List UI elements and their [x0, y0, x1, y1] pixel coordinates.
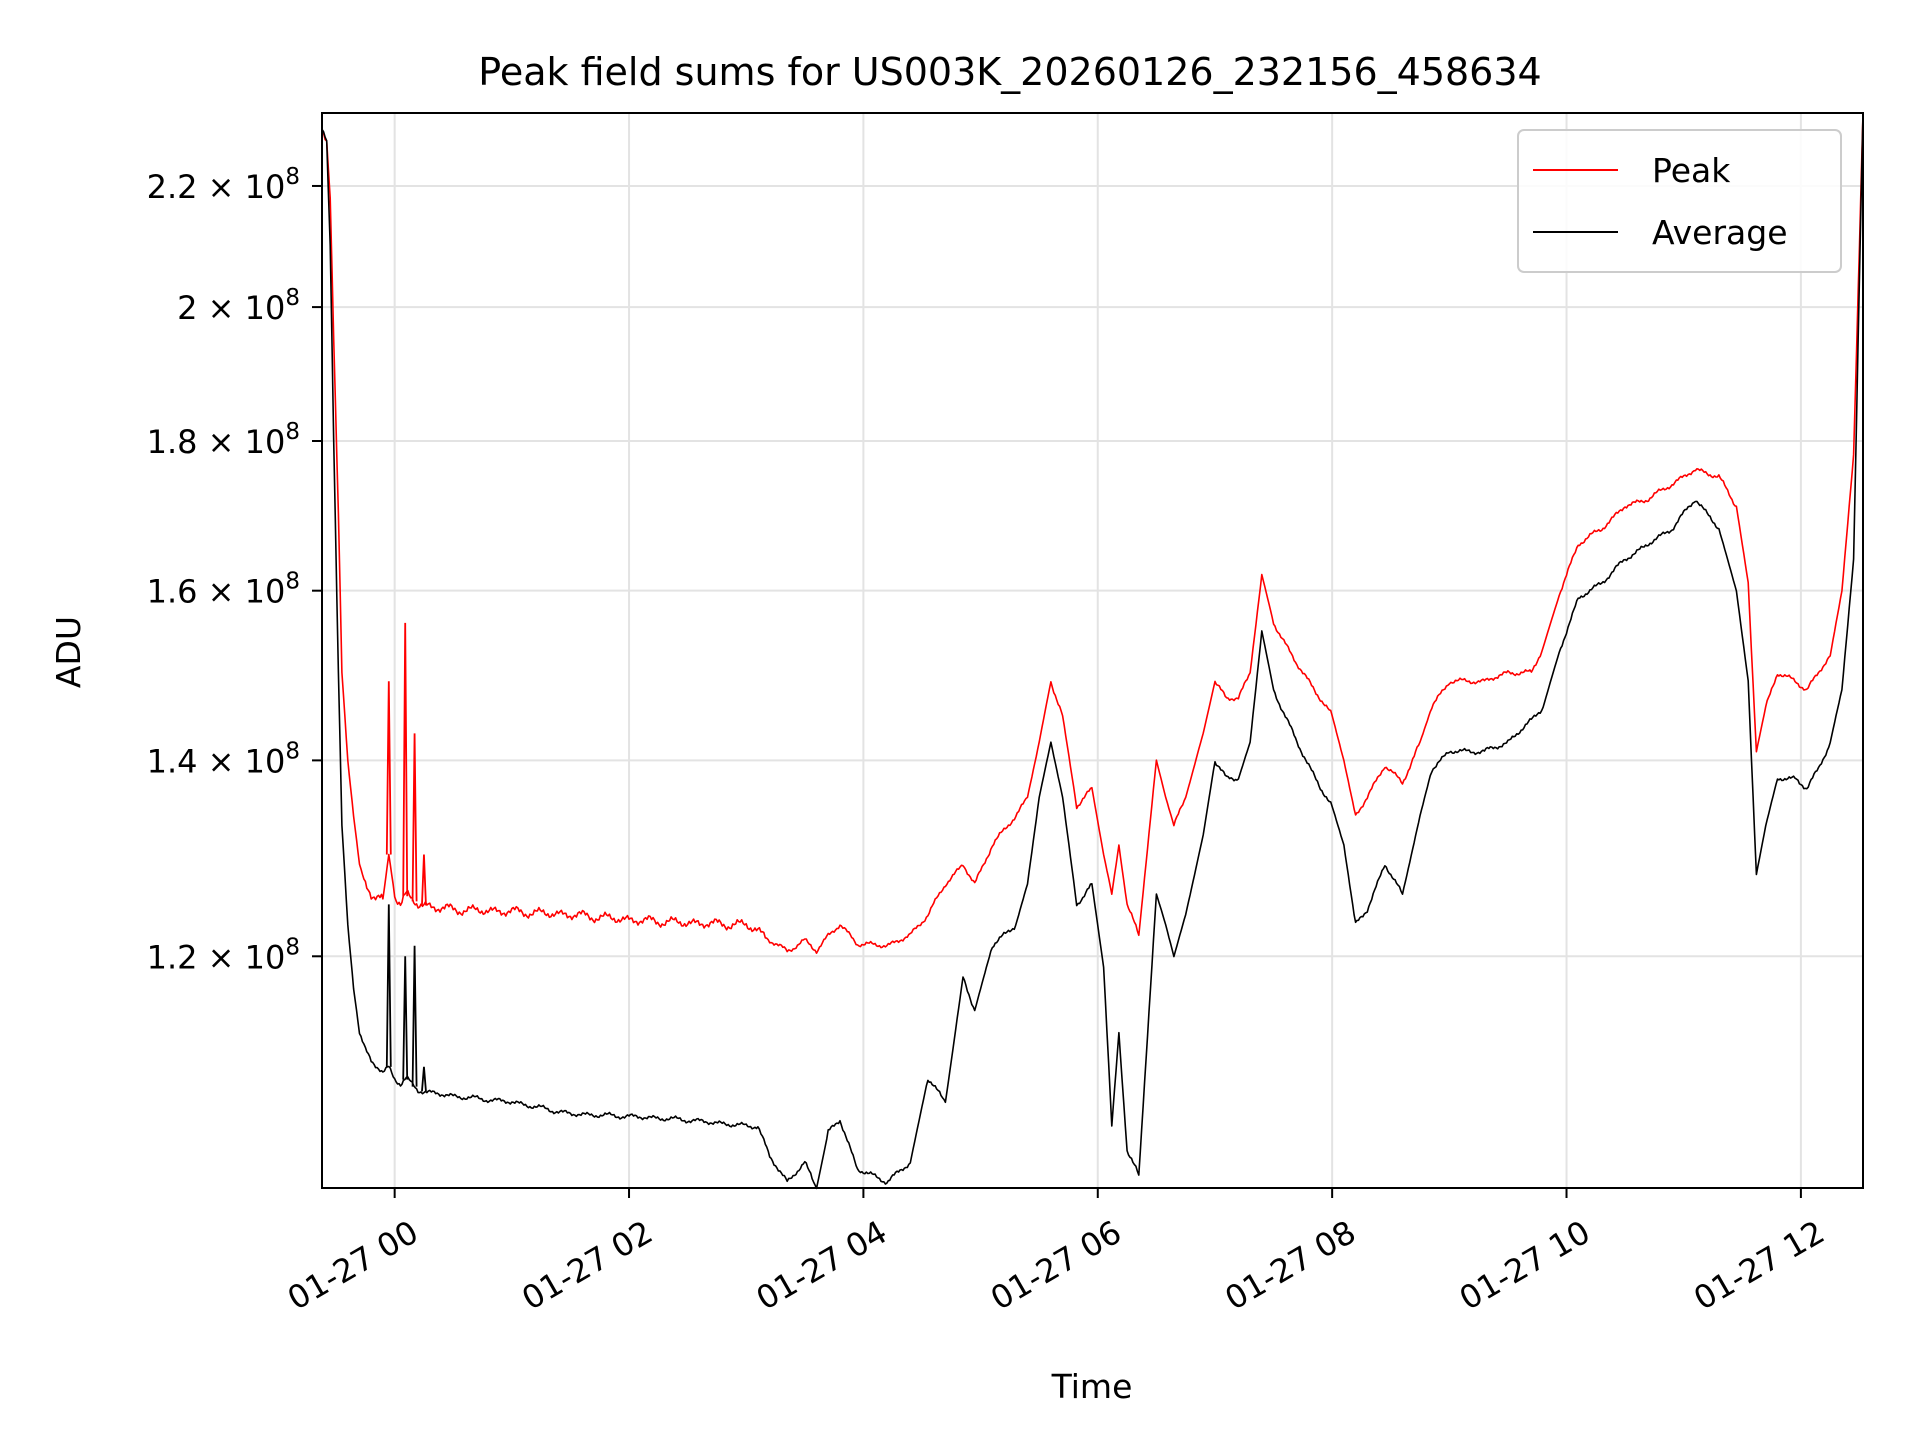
y-tick-label: 1.4 × 108 — [147, 738, 300, 780]
legend: Peak Average — [1517, 129, 1842, 273]
y-tick-label: 2 × 108 — [177, 285, 300, 327]
series-spike-peak — [411, 733, 418, 902]
series-line-average — [321, 112, 1864, 1190]
legend-peak-label: Peak — [1652, 151, 1731, 190]
x-axis-label: Time — [1051, 1367, 1133, 1406]
series-spike-peak — [385, 681, 392, 855]
y-ticks: 1.2 × 108 1.4 × 108 1.6 × 108 1.8 × 108 2 × … — [147, 164, 322, 976]
series-spike-average — [385, 904, 392, 1067]
y-tick-label: 1.8 × 108 — [147, 419, 300, 461]
legend-average-label: Average — [1652, 213, 1788, 252]
y-tick-label: 1.6 × 108 — [147, 569, 300, 611]
legend-box — [1517, 129, 1842, 273]
y-tick-label: 1.2 × 108 — [147, 934, 300, 976]
series-spike-peak — [421, 854, 427, 906]
series-line-peak — [321, 112, 1864, 955]
series-spike-average — [402, 956, 409, 1080]
series-layer — [321, 112, 1864, 1190]
series-spike-average — [411, 945, 418, 1087]
y-axis-label: ADU — [49, 616, 88, 688]
series-spike-peak — [402, 622, 409, 897]
grid — [322, 113, 1863, 1188]
chart-title: Peak field sums for US003K_20260126_2321… — [478, 50, 1541, 94]
plot-frame — [321, 112, 1864, 1189]
y-tick-label: 2.2 × 108 — [147, 164, 300, 206]
series-spike-average — [421, 1066, 427, 1092]
